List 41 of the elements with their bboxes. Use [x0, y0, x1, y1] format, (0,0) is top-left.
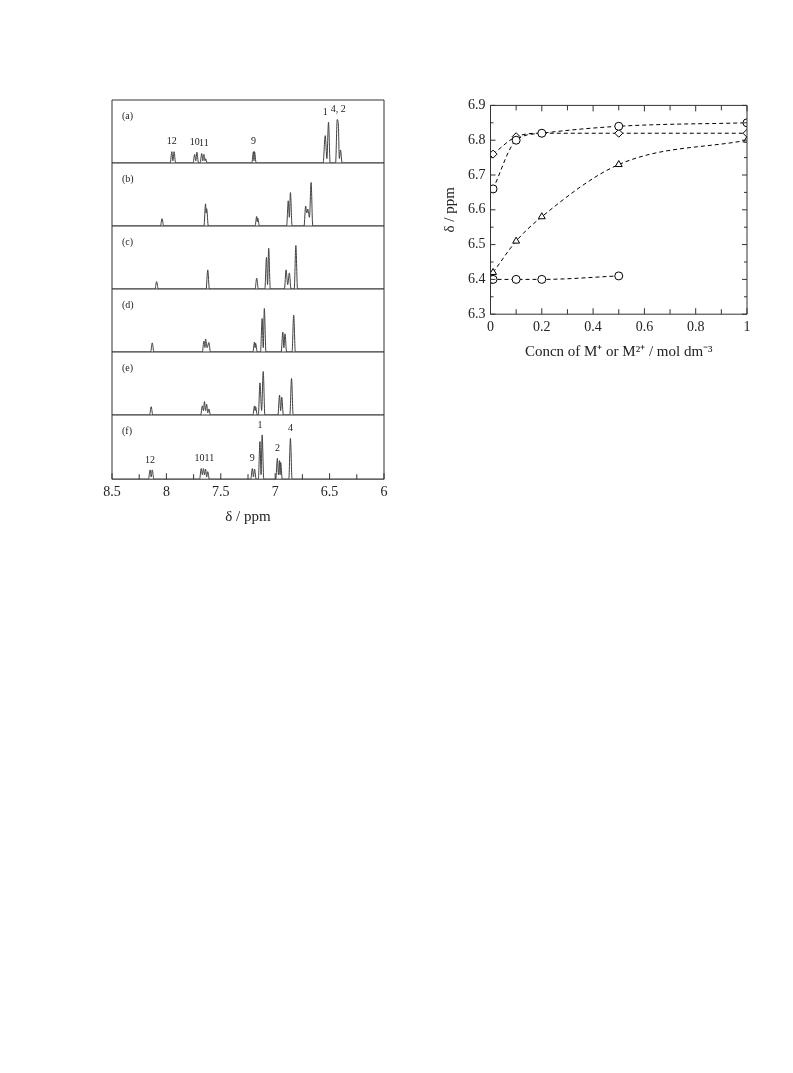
x-tick-label: 0.4 [584, 319, 602, 335]
annotation: (b) [122, 172, 134, 185]
x-tick-label: 1 [743, 319, 751, 335]
y-tick-label: 6.4 [468, 271, 486, 287]
annotation: 12 [166, 135, 177, 147]
annotation: 1 [322, 105, 328, 117]
annotation: 4, 2 [330, 103, 346, 115]
annotation: 2 [274, 442, 280, 454]
y-tick-label: 6.5 [468, 236, 486, 252]
annotation: 10 [189, 135, 200, 147]
x-tick-label: 0.8 [686, 319, 705, 335]
annotation: 11 [199, 137, 209, 149]
x-axis-title: Concn of M⁺ or M²⁺ / mol dm⁻³ [524, 342, 714, 359]
y-tick-label: 6.3 [468, 305, 486, 321]
x-tick-label: 0.2 [533, 319, 551, 335]
y-tick-label: 6.8 [468, 131, 486, 147]
annotation: (a) [122, 109, 134, 122]
x-axis-title: δ / ppm [225, 507, 272, 524]
x-tick-label: 8.5 [103, 484, 121, 500]
y-tick-label: 6.7 [468, 166, 486, 182]
y-tick-label: 6.9 [468, 97, 486, 113]
x-tick-label: 6.5 [320, 484, 339, 500]
annotation: (c) [122, 235, 134, 248]
annotation: 9 [250, 135, 256, 147]
annotation: 9 [249, 452, 255, 464]
x-tick-label: 0 [487, 319, 494, 335]
x-tick-label: 7.5 [212, 484, 230, 500]
x-tick-label: 0.6 [635, 319, 654, 335]
annotation: 4 [287, 422, 293, 434]
annotation: 10 [194, 452, 205, 464]
x-tick-label: 8 [162, 484, 170, 500]
annotation: 11 [204, 452, 215, 464]
y-tick-label: 6.6 [468, 201, 486, 217]
annotation: (e) [122, 361, 134, 374]
y-axis-title: δ / ppm [440, 186, 457, 233]
annotation: 12 [145, 453, 156, 465]
x-tick-label: 7 [271, 484, 279, 500]
annotation: (f) [122, 424, 132, 437]
annotation: (d) [122, 298, 134, 311]
annotation: 1 [257, 418, 263, 430]
x-tick-label: 6 [380, 484, 388, 500]
